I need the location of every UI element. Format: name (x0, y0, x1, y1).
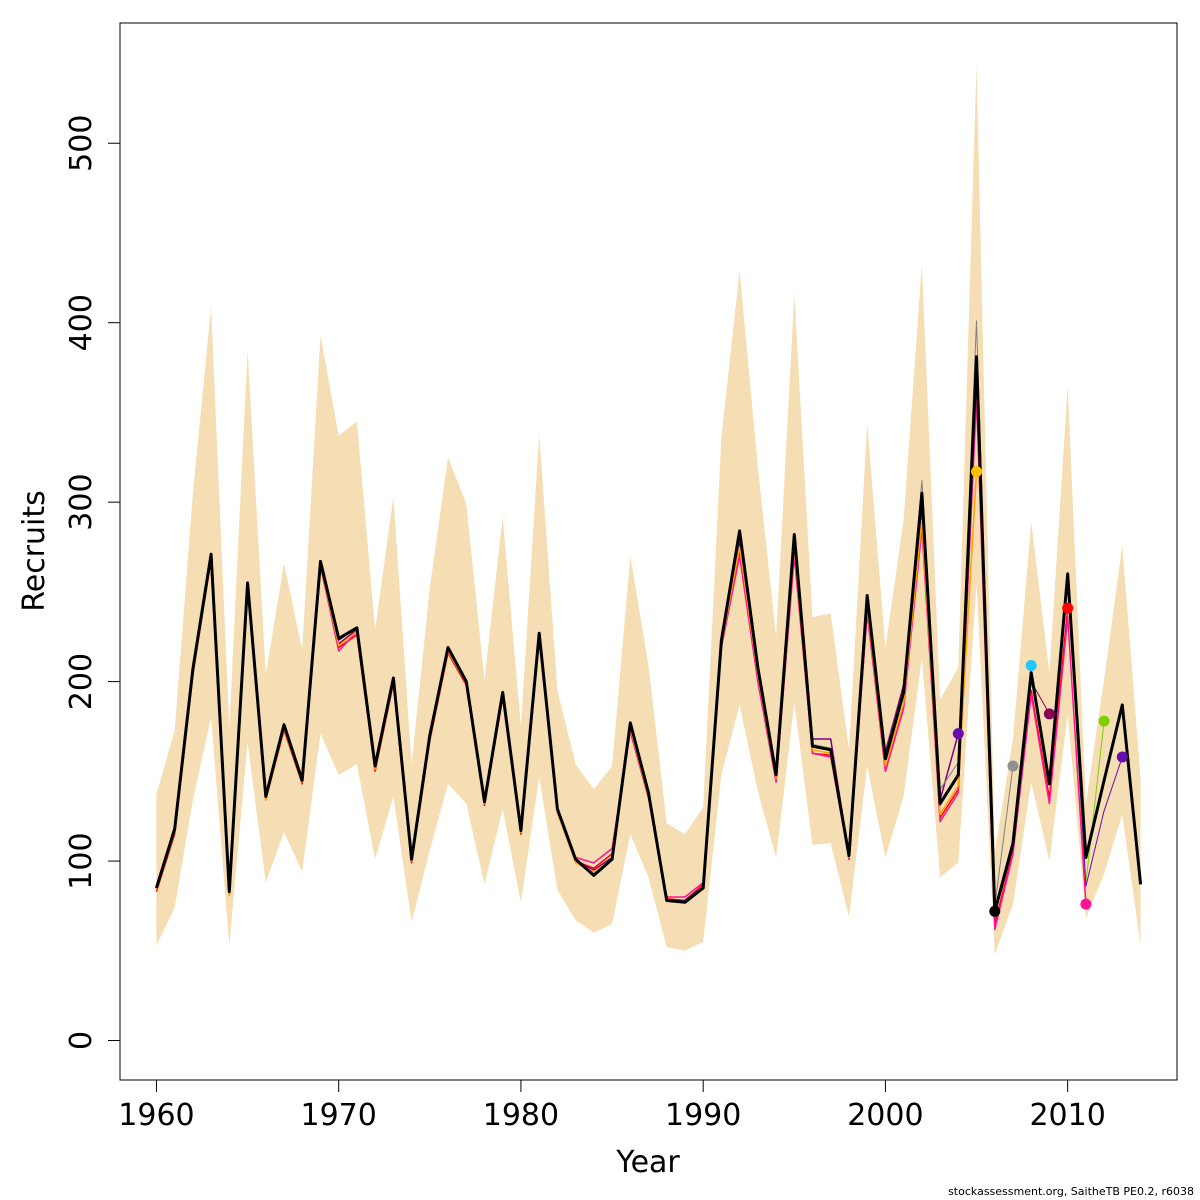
series-line-main (154, 355, 1143, 913)
plot-frame (119, 22, 1178, 1081)
end-point-2013 (1116, 751, 1128, 763)
x-tick-label-1970: 1970 (301, 1098, 377, 1133)
y-tick-label-200: 200 (64, 653, 99, 710)
end-point-2006 (989, 905, 1001, 917)
y-axis-title: Recruits (17, 490, 52, 612)
end-point-2004 (952, 728, 964, 740)
x-tick-label-2000: 2000 (847, 1098, 923, 1133)
x-axis-title: Year (615, 1145, 680, 1180)
x-tick-label-1990: 1990 (665, 1098, 741, 1133)
x-tick-label-1960: 1960 (118, 1098, 194, 1133)
y-tick-label-300: 300 (64, 473, 99, 530)
end-point-2009 (1043, 708, 1055, 720)
end-point-2010 (1062, 602, 1074, 614)
y-tick-label-0: 0 (64, 1031, 99, 1050)
x-tick-label-1980: 1980 (483, 1098, 559, 1133)
end-point-2007 (1007, 760, 1019, 772)
y-tick-label-100: 100 (64, 832, 99, 889)
end-point-2012 (1098, 715, 1110, 727)
x-axis: 1960 1970 1980 1990 2000 2010 (118, 1079, 1106, 1133)
end-point-2008 (1025, 660, 1037, 671)
y-tick-label-500: 500 (64, 115, 99, 172)
series-layer (154, 320, 1143, 931)
y-axis: 0 100 200 300 400 500 (64, 115, 121, 1050)
y-tick-label-400: 400 (64, 294, 99, 351)
end-points-layer (952, 466, 1128, 917)
credit-text: stockassessment.org, SaitheTB PE0.2, r60… (948, 1185, 1194, 1198)
end-point-2005 (971, 466, 982, 478)
end-point-2011 (1080, 898, 1092, 910)
x-tick-label-2010: 2010 (1029, 1098, 1105, 1133)
